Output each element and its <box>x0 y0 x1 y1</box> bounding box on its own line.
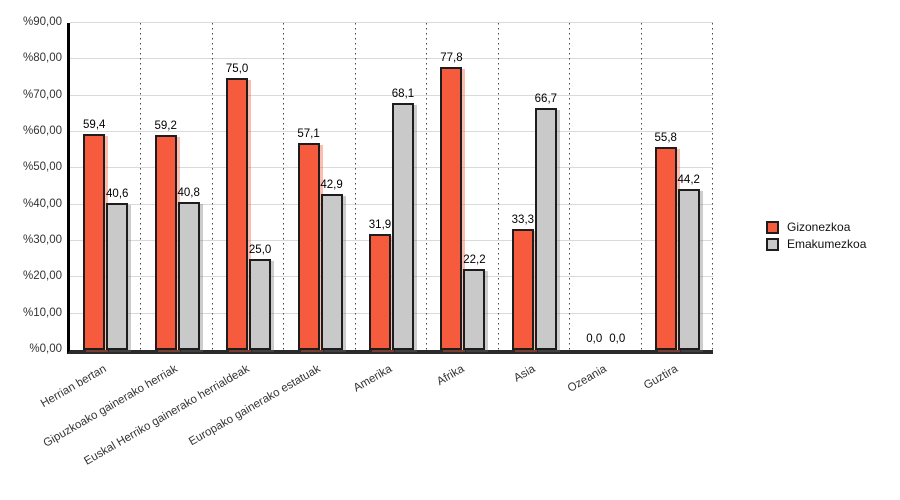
gridline <box>70 312 713 314</box>
y-tick-label: %90,00 <box>22 16 62 28</box>
bar-emakumezkoa: 40,6 <box>106 188 128 350</box>
gridline <box>70 276 713 278</box>
x-tick-label: Ozeania <box>565 363 609 395</box>
bar-value-label: 0,0 <box>609 333 626 345</box>
bar-gizonezkoa: 77,8 <box>440 52 463 350</box>
y-tick-label: %70,00 <box>22 88 62 101</box>
bar-emakumezkoa: 25,0 <box>249 244 271 350</box>
bar-pair: 55,8 44,2 <box>642 23 713 350</box>
category-cell: 33,3 66,7 <box>499 23 571 350</box>
bar-value-label: 59,4 <box>83 119 106 132</box>
legend-item-emakumezkoa: Emakumezkoa <box>766 237 866 251</box>
bar-value-label: 44,2 <box>677 174 700 187</box>
bar-pair: 57,1 42,9 <box>284 23 355 350</box>
bar-pair: 75,0 25,0 <box>213 23 284 350</box>
bar-value-label: 77,8 <box>440 52 463 65</box>
bar-gizonezkoa: 33,3 <box>512 214 534 350</box>
gridline <box>70 94 713 96</box>
gridline <box>70 131 713 132</box>
gridline <box>70 240 713 241</box>
plot-area: 59,4 40,6 59,2 40,8 75,0 25,0 57,1 42,9 31,9 68,1… <box>67 22 714 354</box>
bar-value-label: 66,7 <box>534 92 558 105</box>
legend-swatch-gizonezkoa <box>766 220 779 234</box>
category-cell: 59,4 40,6 <box>70 23 142 350</box>
category-cell: 75,0 25,0 <box>213 23 285 350</box>
x-axis-labels: Herrian bertan Gipuzkoako gainerako herri… <box>39 354 710 500</box>
bar-gizonezkoa: 75,0 <box>226 63 248 350</box>
category-cell: 77,8 22,2 <box>427 23 500 350</box>
bar-gizonezkoa: 55,8 <box>655 132 677 350</box>
bar-pair: 33,3 66,7 <box>499 23 570 350</box>
bar-pair: 77,8 22,2 <box>427 23 498 350</box>
x-tick-label: Guztira <box>642 363 681 392</box>
x-tick-label: Amerika <box>351 363 395 395</box>
category-cell: 31,9 68,1 <box>356 23 428 350</box>
bar-emakumezkoa: 66,7 <box>535 93 557 350</box>
category-cells: 59,4 40,6 59,2 40,8 75,0 25,0 57,1 42,9 31,9 68,1… <box>70 23 714 350</box>
y-tick-label: %50,00 <box>22 161 62 174</box>
legend-label-gizonezkoa: Gizonezkoa <box>787 220 851 234</box>
category-cell: 57,1 42,9 <box>284 23 357 350</box>
bar-value-label: 59,2 <box>154 119 177 132</box>
category-cell: 59,2 40,8 <box>141 23 214 350</box>
bar-emakumezkoa: 22,2 <box>463 254 486 350</box>
bar-value-label: 25,0 <box>248 244 272 257</box>
bar-emakumezkoa: 40,8 <box>177 187 200 350</box>
bar-value-label: 40,6 <box>106 187 129 200</box>
y-tick-label: %80,00 <box>22 52 62 65</box>
bar-emakumezkoa: 44,2 <box>678 174 700 350</box>
bar-pair: 59,4 40,6 <box>70 23 141 350</box>
gridline <box>70 22 713 23</box>
bar-value-label: 22,2 <box>463 254 486 267</box>
legend-label-emakumezkoa: Emakumezkoa <box>787 237 867 251</box>
legend-swatch-emakumezkoa <box>766 237 779 251</box>
bar-value-label: 75,0 <box>225 62 249 75</box>
x-tick-label: Asia <box>512 363 538 385</box>
x-tick-label: Europako gainerako estatuak <box>187 363 324 449</box>
y-tick-label: %40,00 <box>22 197 62 210</box>
category-cell: 0,0 0,0 <box>570 23 642 350</box>
bar-value-label: 68,1 <box>391 87 415 100</box>
y-tick-label: %30,00 <box>22 234 62 246</box>
x-tick-label: Afrika <box>434 363 466 389</box>
y-axis-labels: %0,00 %10,00 %20,00 %30,00 %40,00 %50,00 %60,0… <box>0 16 62 355</box>
bar-value-label: 40,8 <box>177 186 200 199</box>
bar-value-label: 31,9 <box>368 219 392 232</box>
x-tick-label: Herrian bertan <box>39 363 109 411</box>
bar-pair: 0,0 0,0 <box>570 23 641 350</box>
y-tick-label: %20,00 <box>22 270 62 283</box>
bar-gizonezkoa: 57,1 <box>297 128 320 350</box>
y-tick-label: %10,00 <box>22 306 62 319</box>
category-cell: 55,8 44,2 <box>642 23 714 350</box>
bar-value-label: 0,0 <box>586 333 603 345</box>
bar-gizonezkoa: 59,4 <box>83 119 105 350</box>
y-tick-label: %0,00 <box>29 343 62 355</box>
bar-emakumezkoa: 68,1 <box>392 88 414 350</box>
bar-emakumezkoa: 42,9 <box>320 179 343 350</box>
bar-value-label: 57,1 <box>297 127 320 140</box>
legend-item-gizonezkoa: Gizonezkoa <box>766 220 866 234</box>
gridline <box>70 58 713 60</box>
bar-value-label: 55,8 <box>654 132 677 145</box>
legend: Gizonezkoa Emakumezkoa <box>766 220 866 254</box>
bar-gizonezkoa: 59,2 <box>154 120 177 350</box>
bar-pair: 31,9 68,1 <box>356 23 427 350</box>
bar-value-label: 42,9 <box>320 179 343 192</box>
bar-pair: 59,2 40,8 <box>141 23 212 350</box>
gridline <box>70 203 713 205</box>
x-tick-label: Gipuzkoako gainerako herriak <box>41 363 181 450</box>
bar-gizonezkoa: 31,9 <box>369 219 391 350</box>
bar-value-label: 33,3 <box>511 214 535 227</box>
y-tick-label: %60,00 <box>22 125 62 137</box>
gridline <box>70 167 713 169</box>
